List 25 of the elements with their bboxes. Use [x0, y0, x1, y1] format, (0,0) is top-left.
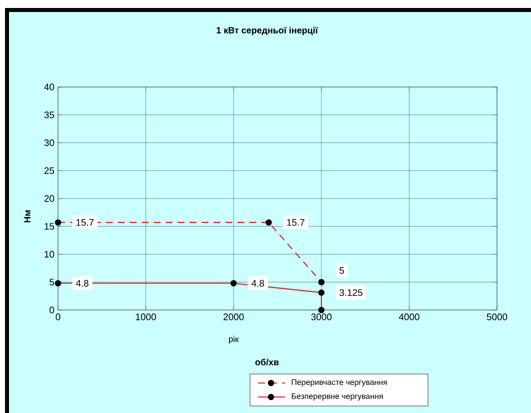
- y-tick-label: 25: [44, 167, 54, 174]
- data-label: 5: [339, 267, 344, 274]
- y-tick-label: 10: [44, 250, 54, 258]
- y-tick-label: 0: [50, 306, 54, 314]
- x-tick-label: 1000: [136, 314, 156, 320]
- x-tick-label: 2000: [224, 314, 244, 320]
- data-label: 4.8: [76, 280, 88, 287]
- x-tick-label: 5000: [486, 314, 508, 320]
- chart-title: 1 кВт середньої інерції: [216, 26, 318, 36]
- text: рік: [229, 336, 239, 344]
- y-tick-label: 5: [50, 278, 54, 286]
- data-label: 15.7: [287, 219, 304, 226]
- y-tick-label: 40: [44, 84, 54, 90]
- x-axis-title: об/хв: [255, 358, 279, 366]
- x-tick-label: 4000: [398, 314, 420, 320]
- x-tick-label: 3000: [311, 314, 332, 320]
- data-label: 4.8: [252, 280, 264, 287]
- y-tick-label: 15: [44, 223, 54, 230]
- y-axis-title: Нм: [24, 210, 30, 222]
- y-tick-label: 30: [44, 139, 54, 146]
- x-tick-label: 0: [56, 314, 60, 320]
- y-tick-label: 35: [44, 112, 54, 118]
- y-tick-label: 20: [44, 195, 54, 202]
- data-label: 3.125: [339, 289, 362, 296]
- data-label: 15.7: [76, 219, 94, 226]
